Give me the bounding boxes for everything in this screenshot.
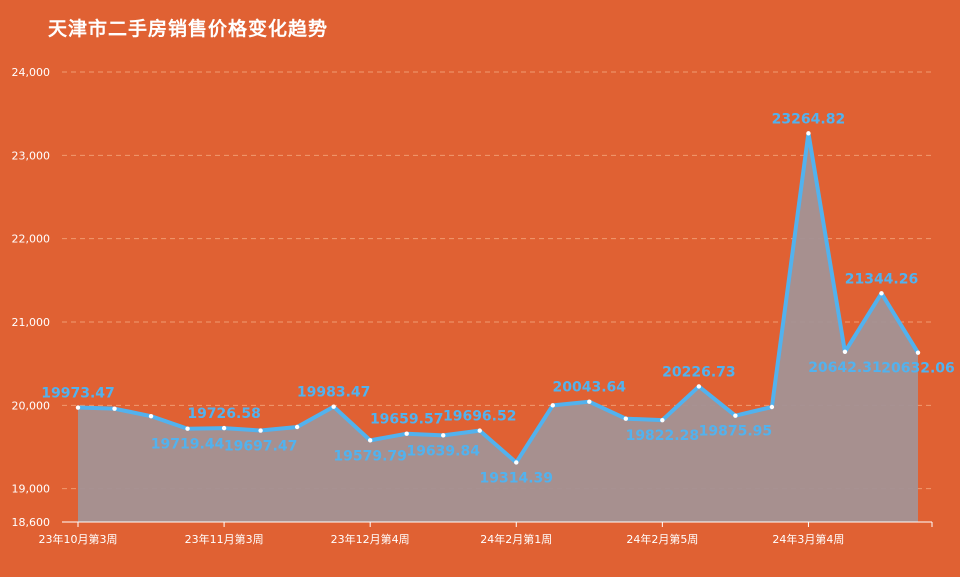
data-point — [842, 349, 848, 355]
series-line — [76, 131, 920, 465]
data-label: 19822.28 — [626, 428, 700, 444]
data-point — [367, 438, 373, 443]
data-label: 20043.64 — [553, 380, 627, 396]
data-label: 19696.52 — [443, 409, 517, 425]
x-tick-label: 24年3月第4周 — [772, 532, 844, 546]
x-tick-label: 24年2月第5周 — [626, 532, 698, 546]
x-tick-label: 23年11月第3周 — [185, 532, 264, 546]
data-point — [879, 291, 884, 296]
chart-title: 天津市二手房销售价格变化趋势 — [48, 18, 329, 40]
x-tick-label: 23年12月第4周 — [331, 532, 410, 546]
data-point — [75, 405, 81, 410]
data-point — [148, 413, 154, 419]
data-point — [294, 424, 300, 430]
x-tick-label: 23年10月第3周 — [39, 532, 118, 546]
data-label: 20226.73 — [662, 364, 736, 380]
y-tick-label: 19,000 — [12, 483, 51, 496]
data-label: 23264.82 — [772, 111, 846, 127]
y-tick-label: 21,000 — [12, 316, 51, 329]
data-label: 21344.26 — [845, 271, 919, 287]
data-point — [185, 426, 190, 431]
data-point — [331, 404, 336, 409]
data-point — [915, 350, 921, 355]
y-tick-label: 18,600 — [12, 516, 51, 529]
data-label: 19875.95 — [699, 424, 773, 440]
data-label: 19983.47 — [297, 385, 371, 401]
data-point — [477, 428, 482, 433]
y-tick-label: 20,000 — [12, 399, 51, 412]
area-fill — [78, 133, 918, 522]
data-point — [514, 460, 519, 465]
y-tick-label: 22,000 — [12, 233, 51, 246]
data-point — [112, 406, 117, 411]
data-point — [660, 417, 665, 423]
data-label: 19973.47 — [41, 386, 115, 402]
data-label: 19697.47 — [224, 439, 298, 455]
data-point — [806, 131, 811, 136]
data-point — [733, 413, 738, 418]
data-label: 19314.39 — [480, 470, 554, 486]
data-label: 20632.06 — [881, 361, 955, 377]
x-tick-label: 24年2月第1周 — [480, 532, 552, 546]
data-label: 20642.31 — [808, 360, 882, 376]
data-label: 19726.58 — [187, 406, 261, 422]
data-label: 19659.57 — [370, 412, 444, 428]
data-point — [550, 403, 555, 408]
data-label: 19719.44 — [151, 437, 225, 453]
data-point — [441, 433, 446, 438]
data-point — [221, 425, 227, 431]
data-point — [696, 384, 702, 389]
data-point — [769, 404, 775, 410]
data-label: 19579.79 — [333, 448, 407, 464]
y-tick-label: 24,000 — [12, 66, 51, 79]
y-tick-label: 23,000 — [12, 149, 51, 162]
data-label: 19639.84 — [406, 443, 480, 459]
data-point — [404, 431, 409, 436]
data-point — [623, 416, 629, 421]
data-point — [587, 399, 592, 404]
data-point — [258, 428, 263, 433]
